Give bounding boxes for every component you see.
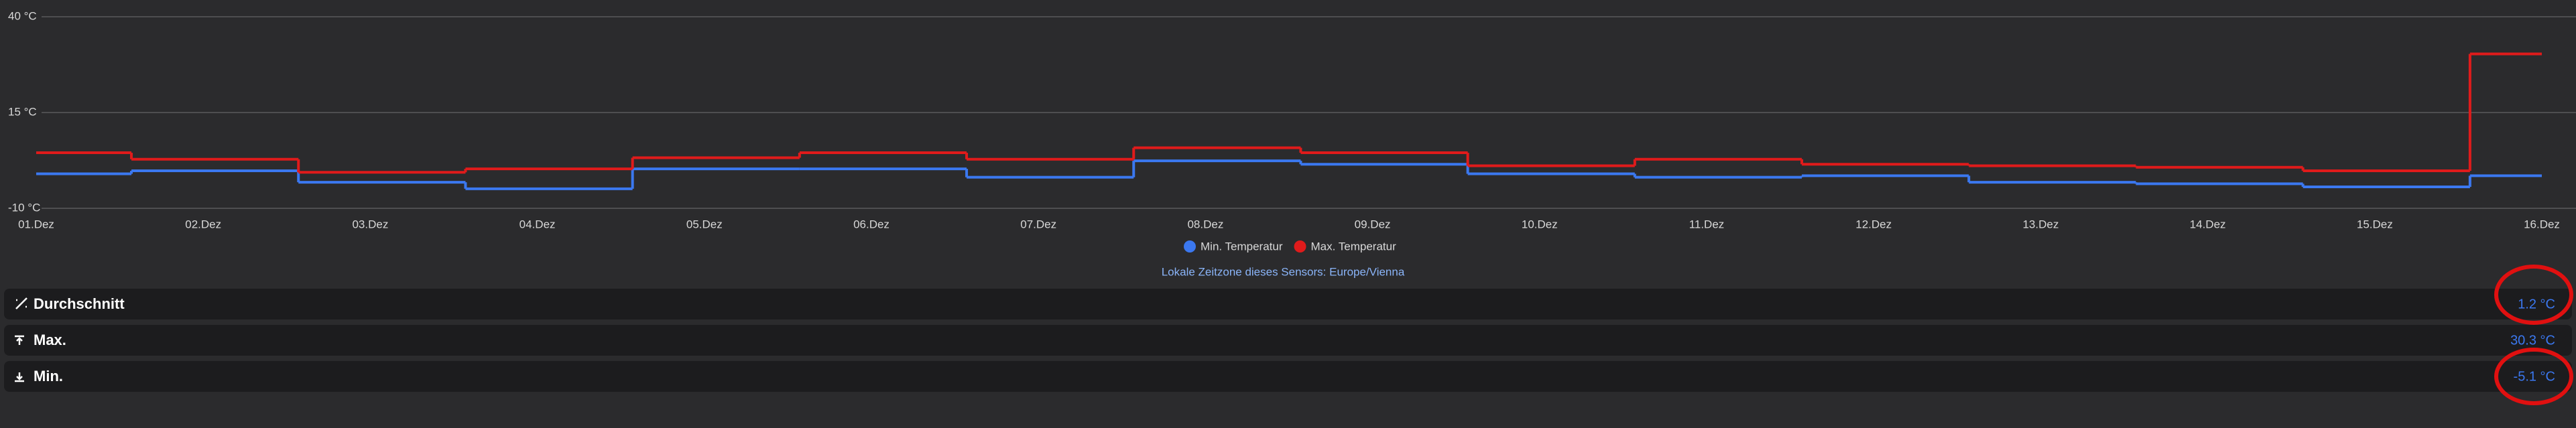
stat-icon [15,335,24,345]
x-tick-label: 11.Dez [1689,218,1725,230]
x-tick-label: 06.Dez [853,218,890,230]
stat-row [4,325,2572,356]
stat-value: 30.3 °C [2510,333,2555,348]
x-tick-label: 05.Dez [686,218,723,230]
x-tick-label: 12.Dez [1855,218,1892,230]
highlight-circle [2494,348,2573,405]
stat-value: -5.1 °C [2514,369,2555,384]
y-tick-label: -10 °C [8,201,40,214]
x-tick-label: 13.Dez [2022,218,2059,230]
stat-row [4,289,2572,319]
x-tick-label: 07.Dez [1020,218,1056,230]
x-tick-label: 14.Dez [2190,218,2226,230]
legend-swatch [1294,240,1306,253]
stat-label: Max. [34,332,66,348]
highlight-circle [2494,265,2573,325]
x-tick-label: 02.Dez [185,218,221,230]
legend-label: Max. Temperatur [1311,240,1397,253]
x-tick-label: 15.Dez [2357,218,2393,230]
x-tick-label: 08.Dez [1187,218,1223,230]
timezone-note: Lokale Zeitzone dieses Sensors: Europe/V… [1162,265,1405,278]
legend-label: Min. Temperatur [1201,240,1283,253]
stat-row [4,361,2572,392]
legend-swatch [1184,240,1196,253]
stat-icon [15,372,24,382]
x-tick-label: 01.Dez [18,218,54,230]
x-tick-label: 03.Dez [352,218,388,230]
x-tick-label: 16.Dez [2524,218,2560,230]
stat-value: 1.2 °C [2518,297,2555,311]
y-tick-label: 15 °C [8,105,37,118]
x-tick-label: 09.Dez [1355,218,1391,230]
stat-label: Durchschnitt [34,295,125,312]
x-tick-label: 10.Dez [1522,218,1558,230]
stat-icon [15,297,27,309]
x-tick-label: 04.Dez [519,218,556,230]
y-tick-label: 40 °C [8,9,37,22]
stat-label: Min. [34,368,63,384]
